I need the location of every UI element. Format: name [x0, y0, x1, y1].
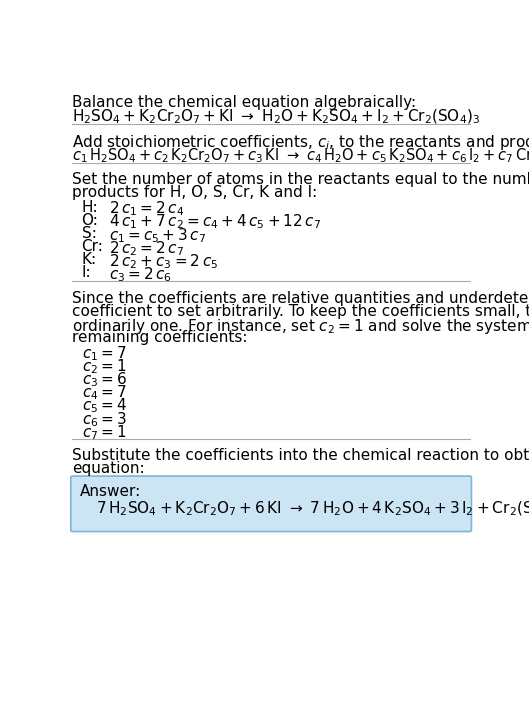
Text: K:: K: — [81, 252, 97, 267]
Text: $c_3 = 2\,c_6$: $c_3 = 2\,c_6$ — [109, 265, 172, 284]
Text: remaining coefficients:: remaining coefficients: — [72, 330, 248, 345]
Text: H:: H: — [81, 200, 98, 214]
Text: $2\,c_1 = 2\,c_4$: $2\,c_1 = 2\,c_4$ — [109, 200, 184, 218]
Text: $c_5 = 4$: $c_5 = 4$ — [81, 397, 127, 415]
Text: $2\,c_2 = 2\,c_7$: $2\,c_2 = 2\,c_7$ — [109, 239, 184, 257]
Text: $\mathrm{H_2SO_4 + K_2Cr_2O_7 + KI \ \rightarrow \ H_2O + K_2SO_4 + I_2 + Cr_2(S: $\mathrm{H_2SO_4 + K_2Cr_2O_7 + KI \ \ri… — [72, 108, 481, 126]
Text: ordinarily one. For instance, set $c_2 = 1$ and solve the system of equations fo: ordinarily one. For instance, set $c_2 =… — [72, 317, 529, 336]
Text: Balance the chemical equation algebraically:: Balance the chemical equation algebraica… — [72, 95, 416, 110]
Text: $c_7 = 1$: $c_7 = 1$ — [81, 423, 126, 442]
Text: Set the number of atoms in the reactants equal to the number of atoms in the: Set the number of atoms in the reactants… — [72, 172, 529, 187]
Text: Substitute the coefficients into the chemical reaction to obtain the balanced: Substitute the coefficients into the che… — [72, 449, 529, 463]
Text: Add stoichiometric coefficients, $c_i$, to the reactants and products:: Add stoichiometric coefficients, $c_i$, … — [72, 134, 529, 153]
Text: equation:: equation: — [72, 462, 145, 476]
Text: $c_4 = 7$: $c_4 = 7$ — [81, 384, 126, 402]
Text: $c_1\,\mathrm{H_2SO_4} + c_2\,\mathrm{K_2Cr_2O_7} + c_3\,\mathrm{KI} \ \rightarr: $c_1\,\mathrm{H_2SO_4} + c_2\,\mathrm{K_… — [72, 147, 529, 165]
Text: $4\,c_1 + 7\,c_2 = c_4 + 4\,c_5 + 12\,c_7$: $4\,c_1 + 7\,c_2 = c_4 + 4\,c_5 + 12\,c_… — [109, 213, 321, 231]
Text: Cr:: Cr: — [81, 239, 104, 254]
Text: $2\,c_2 + c_3 = 2\,c_5$: $2\,c_2 + c_3 = 2\,c_5$ — [109, 252, 218, 270]
Text: Answer:: Answer: — [80, 483, 141, 499]
Text: O:: O: — [81, 213, 98, 228]
FancyBboxPatch shape — [71, 476, 471, 531]
Text: $c_1 = 7$: $c_1 = 7$ — [81, 345, 126, 363]
Text: Since the coefficients are relative quantities and underdetermined, choose a: Since the coefficients are relative quan… — [72, 291, 529, 305]
Text: S:: S: — [81, 226, 96, 241]
Text: I:: I: — [81, 265, 91, 280]
Text: $c_1 = c_5 + 3\,c_7$: $c_1 = c_5 + 3\,c_7$ — [109, 226, 206, 244]
Text: $c_2 = 1$: $c_2 = 1$ — [81, 358, 126, 376]
Text: $c_6 = 3$: $c_6 = 3$ — [81, 410, 126, 429]
Text: products for H, O, S, Cr, K and I:: products for H, O, S, Cr, K and I: — [72, 185, 317, 200]
Text: $7\,\mathrm{H_2SO_4} + \mathrm{K_2Cr_2O_7} + 6\,\mathrm{KI} \ \rightarrow \ 7\,\: $7\,\mathrm{H_2SO_4} + \mathrm{K_2Cr_2O_… — [96, 500, 529, 518]
Text: coefficient to set arbitrarily. To keep the coefficients small, the arbitrary va: coefficient to set arbitrarily. To keep … — [72, 304, 529, 318]
Text: $c_3 = 6$: $c_3 = 6$ — [81, 371, 127, 389]
